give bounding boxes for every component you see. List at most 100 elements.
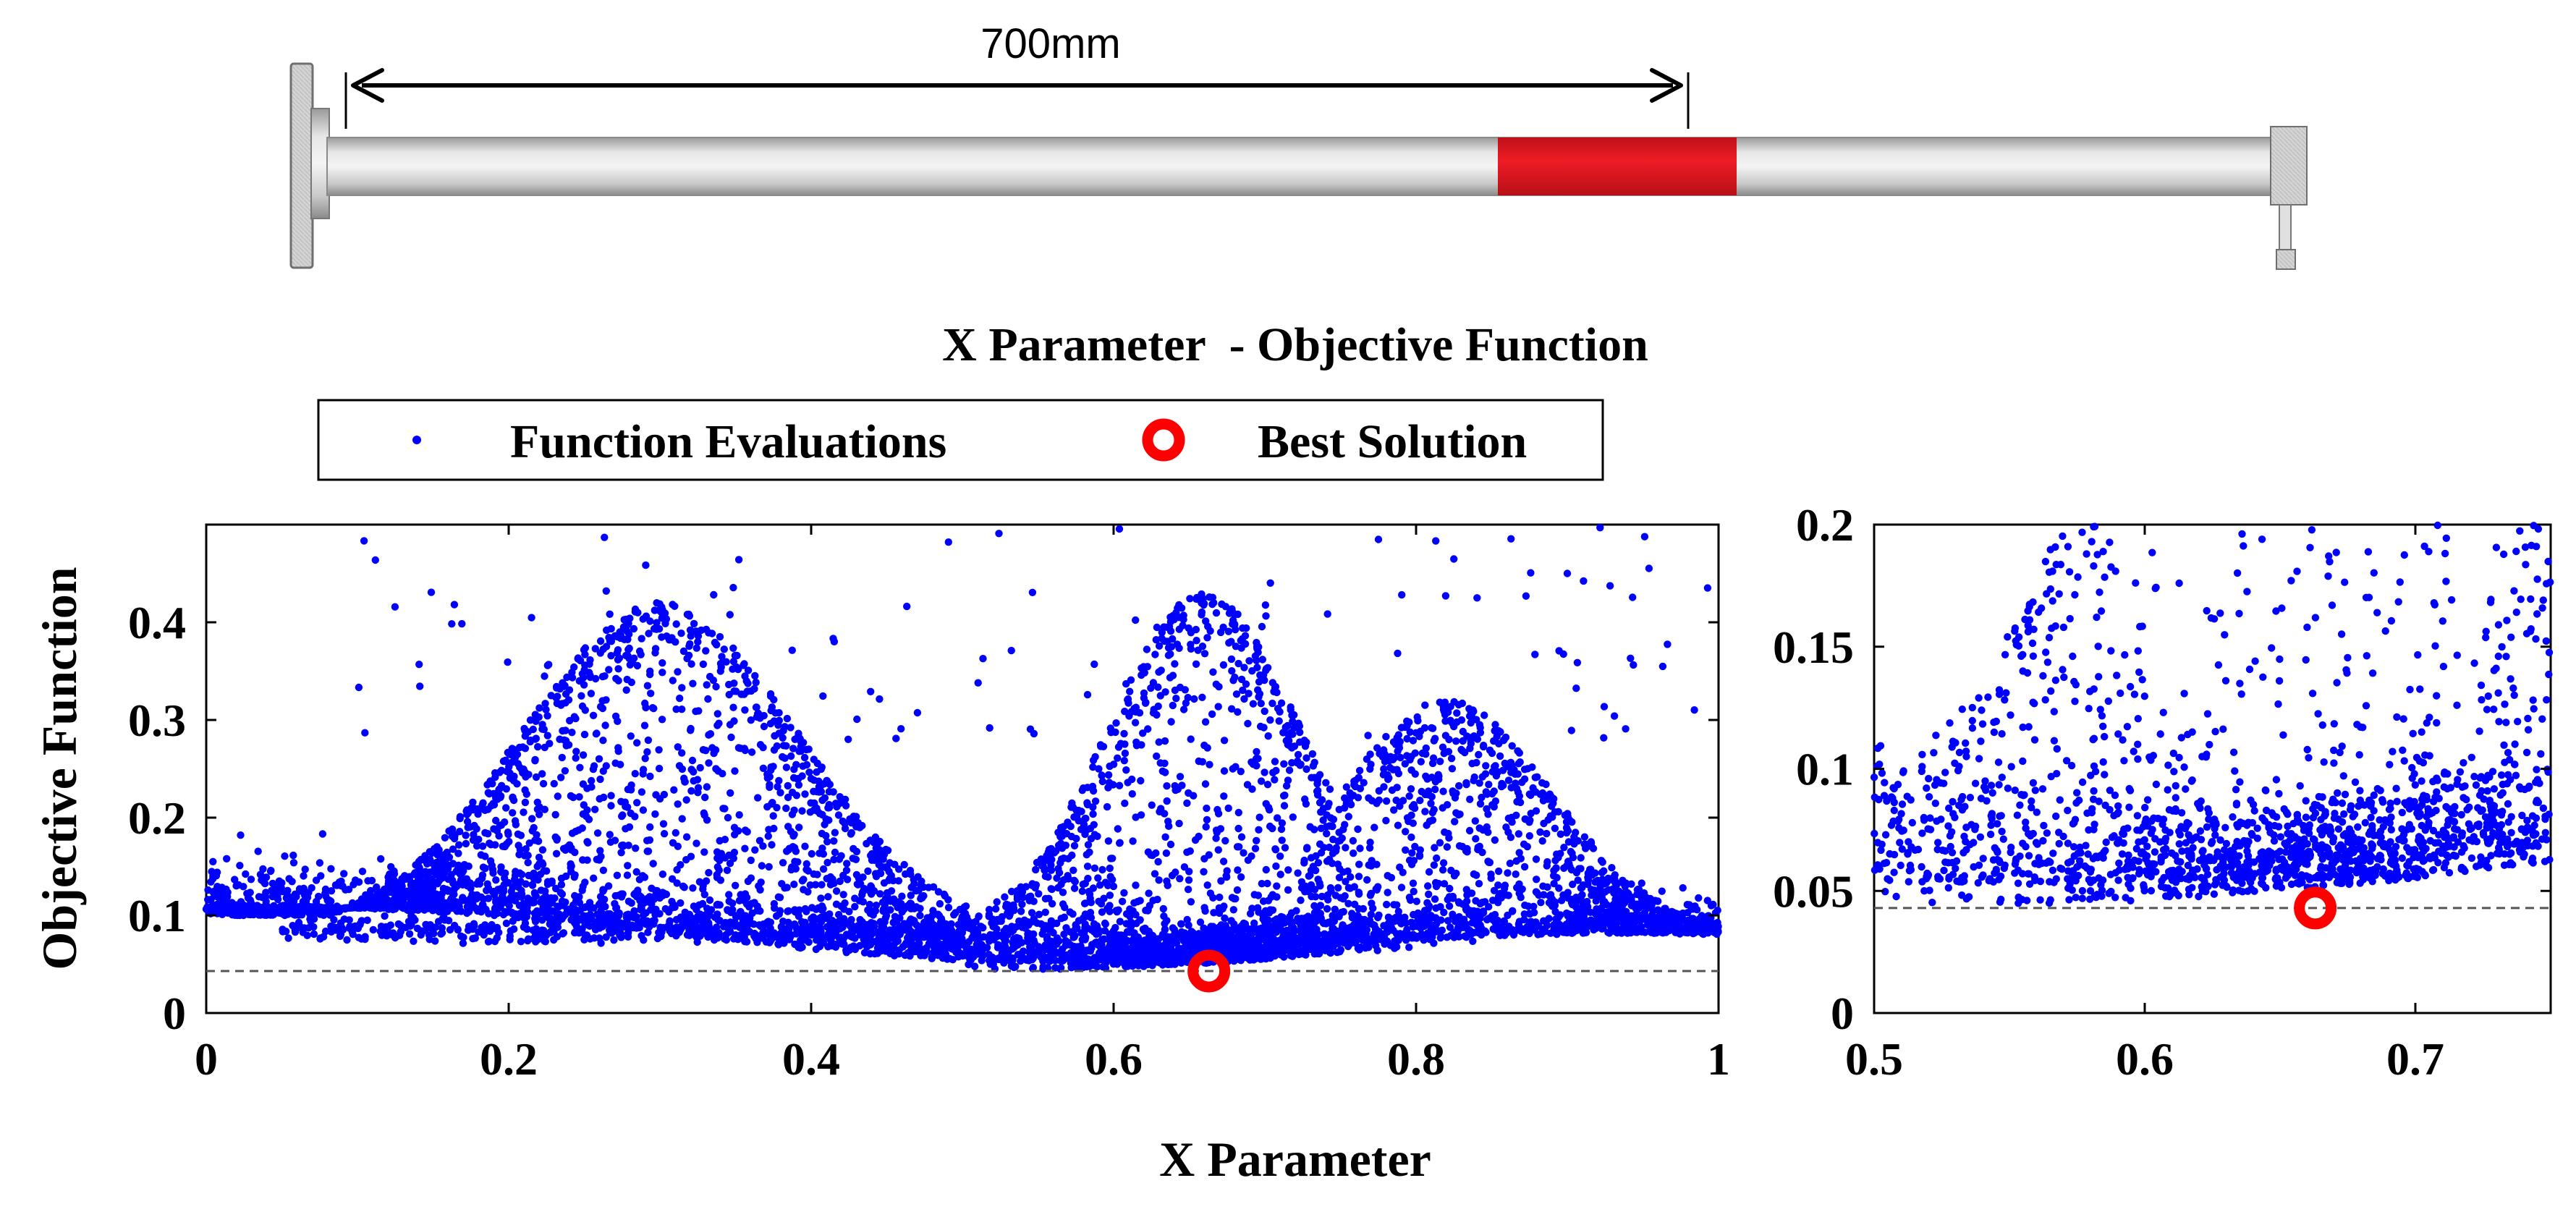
main-data-point bbox=[1397, 883, 1406, 891]
main-data-point bbox=[704, 695, 712, 703]
main-data-point bbox=[741, 844, 749, 852]
main-data-point bbox=[873, 949, 882, 957]
main-data-point bbox=[747, 748, 756, 756]
main-data-point bbox=[1476, 800, 1485, 808]
main-data-point bbox=[558, 897, 567, 905]
main-data-point bbox=[732, 881, 740, 890]
main-data-point bbox=[254, 847, 262, 855]
main-data-point bbox=[596, 910, 604, 918]
main-data-point bbox=[1713, 906, 1721, 915]
main-data-point bbox=[1707, 902, 1716, 910]
main-data-point bbox=[689, 884, 697, 892]
main-data-point bbox=[655, 746, 663, 754]
main-data-point bbox=[1384, 889, 1391, 897]
main-data-point bbox=[579, 856, 587, 864]
main-data-point bbox=[593, 855, 601, 864]
main-data-point bbox=[1179, 705, 1188, 713]
main-data-point bbox=[618, 812, 626, 821]
main-data-point bbox=[1261, 951, 1269, 959]
main-data-point bbox=[600, 793, 608, 802]
main-data-point bbox=[1161, 768, 1169, 776]
main-data-point bbox=[714, 767, 722, 775]
main-data-point bbox=[687, 787, 695, 795]
main-data-point bbox=[692, 644, 700, 652]
main-data-point bbox=[255, 893, 263, 901]
main-data-point bbox=[808, 849, 816, 858]
main-data-point bbox=[760, 722, 768, 731]
main-data-point bbox=[240, 883, 247, 891]
main-data-point bbox=[437, 894, 445, 902]
main-data-point bbox=[551, 894, 559, 902]
main-data-point bbox=[859, 898, 868, 906]
main-data-point bbox=[550, 779, 558, 788]
main-data-point bbox=[1593, 912, 1601, 921]
main-data-point bbox=[483, 886, 491, 894]
main-data-point bbox=[771, 904, 779, 912]
main-data-point bbox=[551, 810, 559, 819]
main-data-point bbox=[1294, 869, 1302, 877]
main-data-point bbox=[1308, 941, 1316, 949]
main-data-point bbox=[1191, 836, 1200, 844]
main-data-point bbox=[633, 799, 641, 807]
main-data-point bbox=[1549, 872, 1558, 880]
main-data-point bbox=[751, 846, 759, 854]
main-data-point bbox=[1289, 813, 1297, 821]
main-data-point bbox=[614, 747, 622, 755]
main-data-point bbox=[1248, 785, 1256, 793]
main-data-point bbox=[1157, 805, 1165, 813]
main-data-point bbox=[578, 702, 587, 711]
main-data-point bbox=[1089, 810, 1097, 818]
main-data-point bbox=[1402, 828, 1410, 836]
main-data-point bbox=[607, 792, 615, 800]
main-data-point bbox=[1577, 854, 1585, 862]
main-data-point bbox=[564, 905, 573, 913]
main-data-point bbox=[627, 732, 635, 740]
main-data-point bbox=[1106, 864, 1114, 873]
main-data-point bbox=[1116, 839, 1124, 847]
main-data-point bbox=[1323, 904, 1331, 913]
main-data-point bbox=[1148, 801, 1156, 809]
main-data-point bbox=[705, 759, 713, 767]
main-data-point bbox=[1057, 915, 1065, 923]
main-data-point bbox=[1090, 831, 1099, 839]
main-data-point bbox=[1257, 700, 1266, 708]
main-data-point bbox=[1339, 868, 1347, 876]
main-data-point bbox=[1443, 843, 1452, 851]
main-data-point bbox=[1164, 933, 1173, 941]
main-data-point bbox=[528, 881, 537, 889]
main-data-point bbox=[242, 870, 250, 878]
main-data-point bbox=[1237, 768, 1245, 776]
main-data-point bbox=[275, 877, 284, 885]
main-data-point bbox=[1652, 897, 1661, 905]
main-data-point bbox=[1405, 944, 1413, 952]
main-data-point bbox=[1396, 863, 1404, 871]
main-data-point bbox=[784, 781, 792, 790]
main-data-point bbox=[1476, 914, 1484, 923]
main-data-point bbox=[1577, 904, 1585, 912]
main-data-point bbox=[806, 881, 815, 889]
pipe-illustration: 700mm bbox=[289, 20, 2308, 270]
main-data-point bbox=[789, 843, 797, 851]
main-data-point bbox=[1225, 639, 1233, 647]
main-data-point bbox=[1463, 891, 1471, 899]
main-data-point bbox=[1128, 775, 1136, 784]
main-data-point bbox=[716, 901, 724, 909]
main-data-point bbox=[1314, 859, 1323, 867]
main-data-point bbox=[1119, 956, 1127, 965]
main-data-point bbox=[318, 830, 327, 838]
main-data-point bbox=[1536, 828, 1544, 836]
main-data-point bbox=[1520, 863, 1529, 871]
main-data-point bbox=[992, 918, 1001, 926]
main-data-point bbox=[802, 936, 810, 944]
main-data-point bbox=[475, 877, 483, 886]
main-data-point bbox=[246, 889, 254, 897]
main-scatter-chart: 0 0.2 0.4 0.6 0.8 100.10.20.30.4 bbox=[128, 523, 1730, 1085]
legend-label-best: Best Solution bbox=[1258, 415, 1527, 468]
main-data-point bbox=[1080, 899, 1089, 908]
main-data-point bbox=[281, 852, 289, 860]
main-data-point bbox=[1169, 671, 1177, 679]
main-data-point bbox=[1475, 880, 1483, 888]
main-data-point bbox=[702, 877, 711, 885]
main-data-point bbox=[1213, 805, 1221, 814]
main-data-point bbox=[1344, 813, 1353, 821]
